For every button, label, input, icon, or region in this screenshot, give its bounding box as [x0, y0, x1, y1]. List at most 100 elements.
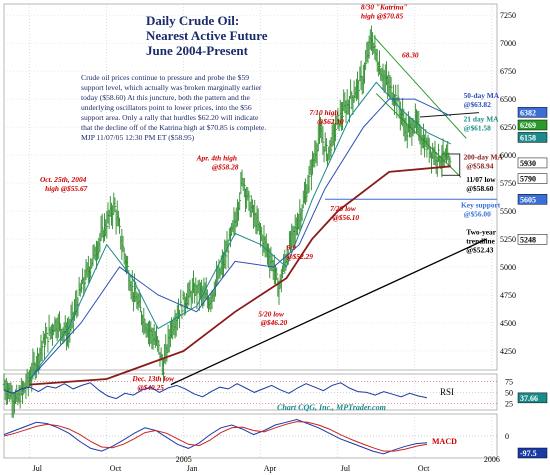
annotation: 5/20 low: [258, 309, 284, 318]
y-tick-label: 6000: [500, 151, 516, 160]
x-tick-label: Jul: [341, 464, 351, 473]
rsi-label: RSI: [440, 387, 454, 397]
annotation: @$46.20: [261, 318, 288, 327]
annotation: @$56.10: [333, 213, 360, 222]
annotation: 11/07 low: [466, 175, 496, 184]
x-tick-label: Apr: [264, 464, 277, 473]
y-tick-label: 6250: [500, 123, 516, 132]
y-tick-label: 4250: [500, 347, 516, 356]
macd-label: MACD: [432, 437, 457, 446]
x-tick-label: Oct: [110, 464, 122, 473]
price-box: [517, 119, 548, 131]
price-box: [517, 157, 548, 169]
price-box: [517, 132, 548, 143]
commentary-line-5: support area. Only a rally that hurdles …: [81, 113, 259, 122]
commentary-line-1: Crude oil prices continue to pressure an…: [81, 73, 249, 82]
price-box: [517, 234, 548, 245]
annotation: 200-day MA: [464, 153, 504, 162]
annotation: 7/20 low: [330, 204, 356, 213]
x-tick-label: Oct: [418, 464, 430, 473]
y-tick-label: 7000: [500, 39, 516, 48]
annotation: @$62.10: [317, 117, 344, 126]
rsi-current-box: [517, 392, 548, 404]
commentary-line-6: that the decline off of the Katrina high…: [81, 123, 266, 132]
x-tick-label: 2005: [176, 455, 192, 464]
y-tick-label: 6750: [500, 67, 516, 76]
macd-panel: 0 MACD -97.5: [3, 418, 548, 459]
annotation: @$56.00: [464, 210, 492, 219]
annotation: @$52.29: [286, 252, 313, 261]
chart-title: Daily Crude Oil: Nearest Active Future J…: [146, 13, 268, 58]
annotation: 21 day MA: [464, 115, 500, 124]
annotation: Dec. 13th low: [131, 374, 174, 383]
line-21-day-ma: [29, 81, 452, 380]
title-line-3: June 2004-Present: [146, 43, 249, 58]
price-box: [517, 173, 548, 184]
macd-zero-label: 0: [505, 432, 509, 441]
commentary-line-2: support level, which actually was broken…: [81, 83, 262, 92]
y-tick-label: 5500: [500, 207, 516, 216]
annotation: 50-day MA: [464, 91, 500, 100]
rsi-panel: 25 50 75 RSI 37.66 Chart CQG, Inc., MPTrader.…: [3, 377, 548, 412]
price-box-label: 6269: [520, 121, 536, 130]
price-box-label: 5790: [520, 175, 536, 184]
commentary: Crude oil prices continue to pressure an…: [81, 73, 266, 142]
rsi-tick-label: 25: [505, 399, 513, 408]
macd-current-box: [517, 447, 548, 459]
y-tick-label: 7250: [500, 11, 516, 20]
x-tick-label: Jul: [33, 464, 43, 473]
macd-line: [3, 418, 428, 455]
rsi-tick-label: 50: [505, 388, 513, 397]
annotation: @$63.82: [464, 100, 492, 109]
rsi-tick-label: 75: [505, 377, 513, 386]
commentary-line-3: today ($58.60) At this juncture, both th…: [81, 93, 251, 102]
annotation: trendline: [466, 237, 495, 246]
x-tick-label: 2006: [484, 455, 500, 464]
y-tick-label: 4750: [500, 291, 516, 300]
annotation: Oct. 25th, 2004: [40, 175, 87, 184]
macd-signal-line: [3, 421, 428, 452]
price-box-label: 5930: [520, 159, 536, 168]
annotation: @$58.28: [212, 163, 239, 172]
y-tick-label: 5000: [500, 263, 516, 272]
annotation: 68.30: [402, 51, 419, 60]
y-tick-label: 6500: [500, 95, 516, 104]
price-box-label: 5248: [520, 235, 536, 244]
line-channel-upper: [373, 36, 467, 139]
price-box-label: 6158: [520, 133, 536, 142]
commentary-line-4: underlying oscillators point to lower pr…: [81, 103, 252, 112]
annotation: 8/30 "Katrina": [361, 3, 408, 12]
x-tick-label: Jan: [187, 464, 198, 473]
annotation: Apr. 4th high: [196, 154, 237, 163]
y-tick-label: 5250: [500, 235, 516, 244]
annotation: @$58.94: [466, 162, 494, 171]
annotation: high @$70.85: [361, 12, 404, 21]
y-tick-label: 4500: [500, 319, 516, 328]
title-line-2: Nearest Active Future: [146, 28, 268, 43]
line-50-day-ma: [29, 98, 452, 380]
annotation: @$52.43: [466, 245, 494, 254]
price-box: [517, 194, 548, 205]
rsi-panel-frame: [3, 373, 498, 411]
annotation: Key support: [461, 201, 501, 210]
annotation: 6/9: [286, 243, 296, 252]
price-box-label: 5605: [520, 195, 536, 204]
annotation: high @$55.67: [45, 184, 88, 193]
moving-averages: [29, 81, 452, 386]
line-200-day-ma: [29, 165, 451, 386]
y-tick-label: 5750: [500, 179, 516, 188]
annotation: Two-year: [466, 228, 497, 237]
macd-current-value: -97.5: [520, 449, 537, 458]
title-line-1: Daily Crude Oil:: [146, 13, 239, 28]
price-box: [517, 107, 548, 118]
source-credit: Chart CQG, Inc., MPTrader.com: [277, 403, 386, 412]
annotations: 8/30 "Katrina"high @$70.85 68.30 50-day MA…: [40, 3, 504, 393]
axes: 4250 4500 4750 5000 5250 5500 5750 6000 6250 6500…: [33, 11, 548, 473]
annotation: 7/10 high: [310, 108, 339, 117]
commentary-line-7: MJP 11/07/05 12:30 PM ET ($58.95): [81, 133, 195, 142]
main-panel-frame: [3, 3, 498, 371]
annotation: @$61.58: [464, 123, 492, 132]
price-box-label: 6382: [520, 108, 536, 117]
rsi-line: [3, 382, 428, 400]
